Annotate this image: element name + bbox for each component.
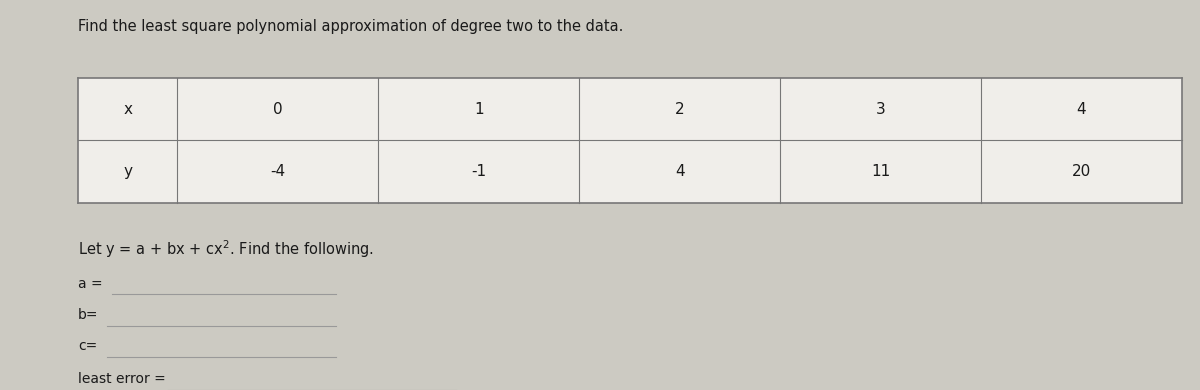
Text: 0: 0 xyxy=(274,102,283,117)
Text: 2: 2 xyxy=(674,102,684,117)
Text: 4: 4 xyxy=(1076,102,1086,117)
Text: least error =: least error = xyxy=(78,372,166,386)
Text: 20: 20 xyxy=(1072,164,1091,179)
Text: 1: 1 xyxy=(474,102,484,117)
Text: 4: 4 xyxy=(674,164,684,179)
Text: Find the least square polynomial approximation of degree two to the data.: Find the least square polynomial approxi… xyxy=(78,20,623,34)
Text: 11: 11 xyxy=(871,164,890,179)
Text: -1: -1 xyxy=(472,164,486,179)
Bar xyxy=(78,78,1182,203)
Text: a =: a = xyxy=(78,277,103,291)
Text: b=: b= xyxy=(78,308,98,322)
Text: y: y xyxy=(124,164,132,179)
Text: -4: -4 xyxy=(270,164,286,179)
Text: 3: 3 xyxy=(876,102,886,117)
Text: c=: c= xyxy=(78,339,97,353)
Text: x: x xyxy=(124,102,132,117)
Text: Let y = a + bx + cx$^2$. Find the following.: Let y = a + bx + cx$^2$. Find the follow… xyxy=(78,239,374,261)
